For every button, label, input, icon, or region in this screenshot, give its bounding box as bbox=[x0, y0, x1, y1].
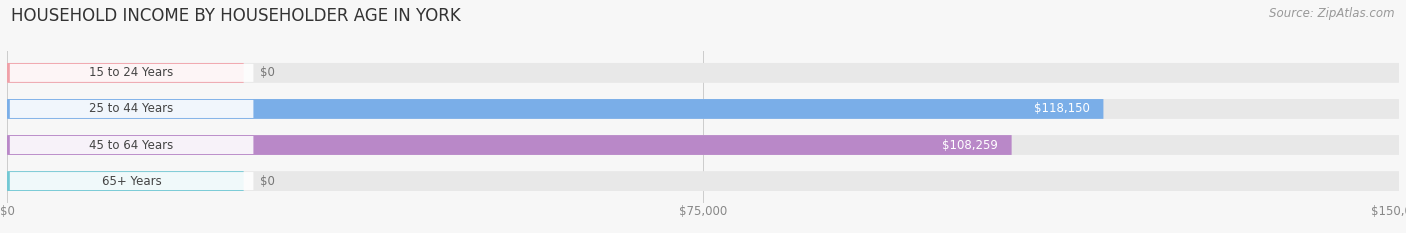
FancyBboxPatch shape bbox=[10, 100, 253, 118]
Text: 15 to 24 Years: 15 to 24 Years bbox=[90, 66, 174, 79]
FancyBboxPatch shape bbox=[7, 135, 1399, 155]
Text: 25 to 44 Years: 25 to 44 Years bbox=[90, 103, 174, 116]
FancyBboxPatch shape bbox=[7, 171, 243, 191]
Text: $0: $0 bbox=[260, 175, 276, 188]
FancyBboxPatch shape bbox=[7, 135, 1012, 155]
Text: HOUSEHOLD INCOME BY HOUSEHOLDER AGE IN YORK: HOUSEHOLD INCOME BY HOUSEHOLDER AGE IN Y… bbox=[11, 7, 461, 25]
FancyBboxPatch shape bbox=[10, 64, 253, 82]
Text: $108,259: $108,259 bbox=[942, 138, 998, 151]
Text: 65+ Years: 65+ Years bbox=[101, 175, 162, 188]
FancyBboxPatch shape bbox=[10, 172, 253, 190]
Text: 45 to 64 Years: 45 to 64 Years bbox=[90, 138, 174, 151]
Text: Source: ZipAtlas.com: Source: ZipAtlas.com bbox=[1270, 7, 1395, 20]
FancyBboxPatch shape bbox=[7, 99, 1399, 119]
FancyBboxPatch shape bbox=[7, 171, 1399, 191]
Text: $118,150: $118,150 bbox=[1033, 103, 1090, 116]
FancyBboxPatch shape bbox=[7, 63, 1399, 83]
FancyBboxPatch shape bbox=[7, 63, 243, 83]
Text: $0: $0 bbox=[260, 66, 276, 79]
FancyBboxPatch shape bbox=[7, 99, 1104, 119]
FancyBboxPatch shape bbox=[10, 136, 253, 154]
